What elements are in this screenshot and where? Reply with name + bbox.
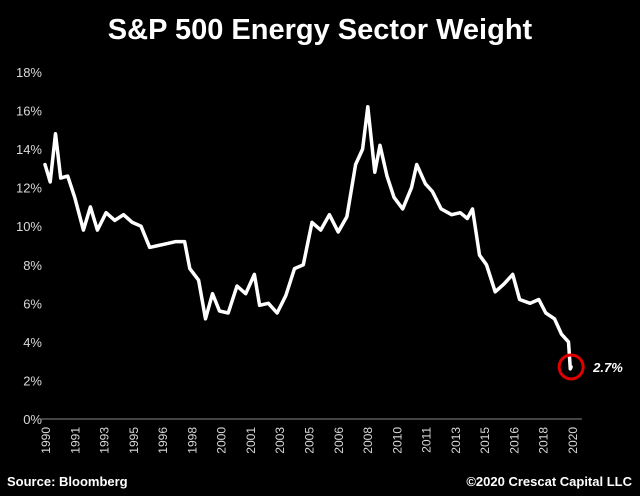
y-tick-label: 10% xyxy=(16,219,42,234)
x-tick-label: 1990 xyxy=(39,427,53,454)
y-tick-label: 14% xyxy=(16,142,42,157)
x-tick-label: 2016 xyxy=(507,427,521,454)
x-tick-label: 2003 xyxy=(273,427,287,454)
annotation-circle xyxy=(557,353,585,381)
y-tick-label: 16% xyxy=(16,104,42,119)
annotation-label: 2.7% xyxy=(592,360,623,375)
x-tick-label: 1998 xyxy=(185,427,199,454)
x-tick-label: 2015 xyxy=(478,427,492,454)
x-tick-label: 2020 xyxy=(566,427,580,454)
x-tick-label: 1995 xyxy=(127,427,141,454)
y-tick-label: 12% xyxy=(16,181,42,196)
y-tick-label: 0% xyxy=(23,412,42,427)
x-tick-label: 2000 xyxy=(215,427,229,454)
x-tick-label: 2008 xyxy=(361,427,375,454)
x-tick-label: 2010 xyxy=(390,427,404,454)
x-tick-label: 1993 xyxy=(98,427,112,454)
x-tick-label: 2011 xyxy=(420,427,434,453)
x-tick-label: 2001 xyxy=(244,427,258,454)
y-tick-label: 4% xyxy=(23,335,42,350)
copyright-note: ©2020 Crescat Capital LLC xyxy=(466,474,632,489)
y-tick-label: 6% xyxy=(23,296,42,311)
series-line xyxy=(43,104,573,371)
x-tick-label: 2005 xyxy=(303,427,317,454)
x-tick-label: 2018 xyxy=(537,427,551,454)
x-tick-label: 1996 xyxy=(156,427,170,454)
y-tick-label: 8% xyxy=(23,258,42,273)
x-tick-label: 2013 xyxy=(449,427,463,454)
chart-title: S&P 500 Energy Sector Weight xyxy=(107,14,533,46)
y-tick-label: 2% xyxy=(23,373,42,388)
y-tick-label: 18% xyxy=(16,65,42,80)
source-note: Source: Bloomberg xyxy=(7,474,128,489)
x-tick-label: 1991 xyxy=(68,427,82,454)
x-tick-label: 2006 xyxy=(332,427,346,454)
